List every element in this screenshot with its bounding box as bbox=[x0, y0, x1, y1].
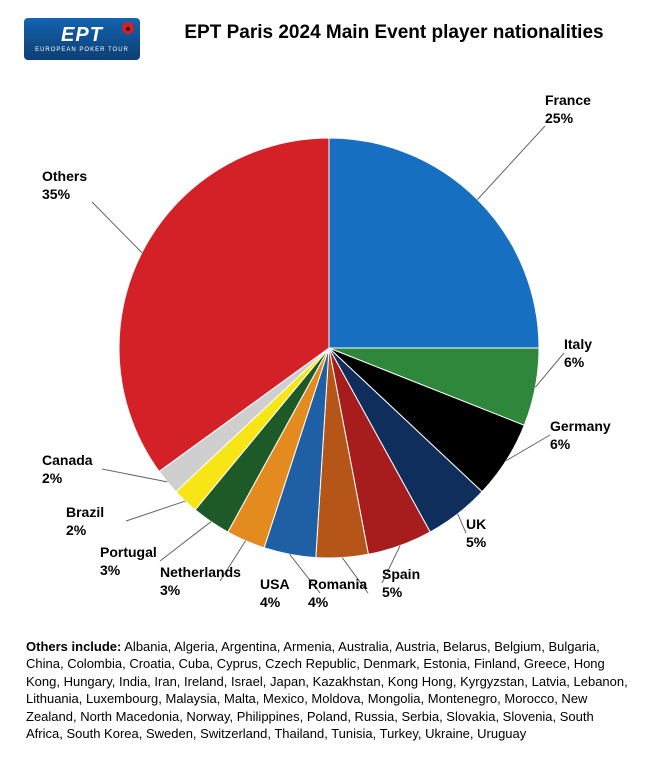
slice-label-usa: USA4% bbox=[260, 576, 290, 611]
slice-label-uk: UK5% bbox=[466, 516, 486, 551]
slice-label-netherlands: Netherlands3% bbox=[160, 564, 241, 599]
leader-line bbox=[458, 514, 466, 533]
others-footnote: Others include: Albania, Algeria, Argent… bbox=[26, 638, 632, 743]
slice-label-portugal: Portugal3% bbox=[100, 544, 157, 579]
leader-line bbox=[160, 522, 211, 561]
logo-main-text: EPT bbox=[61, 25, 103, 45]
slice-label-others: Others35% bbox=[42, 168, 87, 203]
slice-label-romania: Romania4% bbox=[308, 576, 367, 611]
slice-label-brazil: Brazil2% bbox=[66, 504, 104, 539]
logo-sub-text: EUROPEAN POKER TOUR bbox=[35, 47, 129, 53]
slice-label-spain: Spain5% bbox=[382, 566, 420, 601]
spade-icon: ♠ bbox=[122, 22, 134, 34]
leader-line bbox=[126, 501, 185, 521]
leader-line bbox=[535, 353, 564, 387]
others-list: Albania, Algeria, Argentina, Armenia, Au… bbox=[26, 639, 628, 742]
slice-label-france: France25% bbox=[545, 92, 591, 127]
pie-slice-france bbox=[329, 138, 539, 348]
slice-label-germany: Germany6% bbox=[550, 418, 611, 453]
leader-line bbox=[477, 126, 545, 200]
leader-line bbox=[102, 469, 167, 482]
leader-line bbox=[92, 202, 142, 253]
ept-logo: ♠ EPT EUROPEAN POKER TOUR bbox=[24, 18, 140, 60]
pie-chart: France25%Italy6%Germany6%UK5%Spain5%Roma… bbox=[0, 78, 658, 598]
slice-label-canada: Canada2% bbox=[42, 452, 93, 487]
others-label: Others include: bbox=[26, 639, 121, 654]
chart-title: EPT Paris 2024 Main Event player nationa… bbox=[150, 22, 638, 44]
slice-label-italy: Italy6% bbox=[564, 336, 592, 371]
